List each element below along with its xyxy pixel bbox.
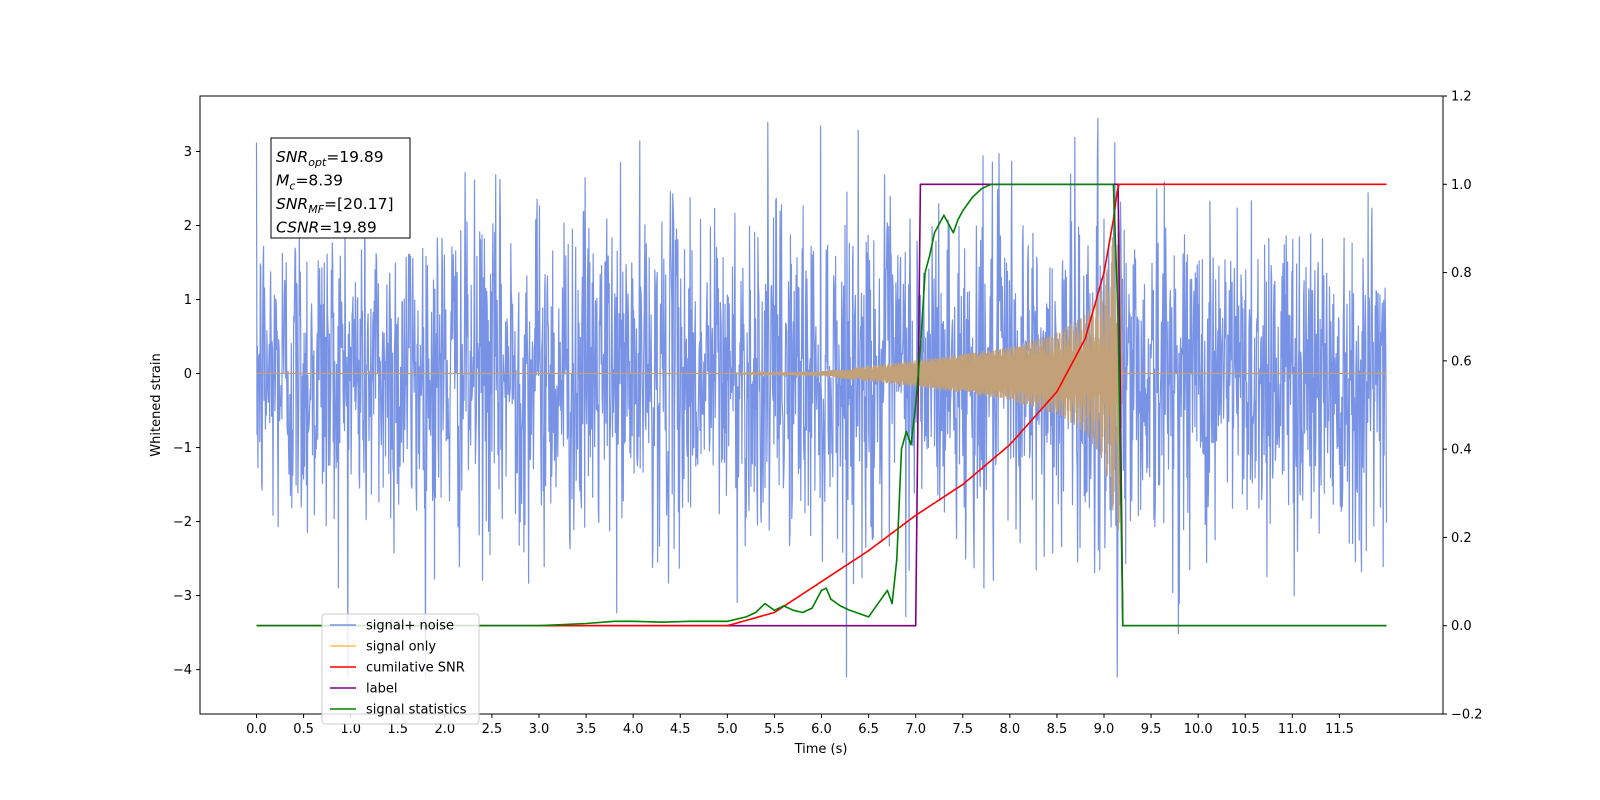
x-tick-label: 8.0 [999, 722, 1020, 737]
x-tick-label: 2.0 [434, 722, 455, 737]
x-axis-label: Time (s) [794, 742, 848, 757]
annotation-line: SNRMF=[20.17] [276, 195, 394, 216]
y-tick-label: −2 [173, 515, 192, 530]
y2-tick-label: 0.4 [1451, 443, 1472, 458]
y2-tick-label: 0.8 [1451, 266, 1472, 281]
y-axis-label: Whitened strain [149, 353, 164, 456]
x-tick-label: 4.5 [670, 722, 691, 737]
x-tick-label: 7.0 [905, 722, 926, 737]
x-tick-label: 11.5 [1325, 722, 1354, 737]
y2-tick-label: −0.2 [1451, 708, 1483, 723]
x-tick-label: 8.5 [1047, 722, 1068, 737]
x-tick-label: 7.5 [952, 722, 973, 737]
x-tick-label: 0.5 [293, 722, 314, 737]
y2-tick-label: 0.0 [1451, 619, 1472, 634]
y-tick-label: 1 [184, 293, 192, 308]
y-tick-label: −4 [173, 663, 192, 678]
legend: signal+ noise signal only cumilative SNR la… [321, 613, 480, 725]
x-tick-label: 5.0 [717, 722, 738, 737]
y-tick-label: 0 [184, 367, 192, 382]
annotation-frame [270, 137, 411, 239]
y2-tick-label: 1.0 [1451, 178, 1472, 193]
x-tick-label: 9.0 [1094, 722, 1115, 737]
x-tick-label: 1.5 [387, 722, 408, 737]
y-tick-label: 3 [184, 145, 192, 160]
y2-tick-label: 0.2 [1451, 531, 1472, 546]
x-tick-label: 10.0 [1184, 722, 1213, 737]
legend-label: label [366, 682, 397, 697]
x-tick-label: 0.0 [246, 722, 267, 737]
x-tick-label: 11.0 [1278, 722, 1307, 737]
series-signal-statistics [256, 183, 1387, 627]
x-tick-label: 9.5 [1141, 722, 1162, 737]
y-tick-label: 2 [184, 219, 192, 234]
x-tick-label: 3.5 [576, 722, 597, 737]
y-tick-label: −3 [173, 589, 192, 604]
y2-tick-label: 1.2 [1451, 90, 1472, 105]
x-tick-label: 10.5 [1231, 722, 1260, 737]
y-tick-label: −1 [173, 441, 192, 456]
x-tick-label: 1.0 [340, 722, 361, 737]
x-tick-label: 6.0 [811, 722, 832, 737]
series-signal-only [256, 217, 1387, 531]
x-tick-label: 5.5 [764, 722, 785, 737]
legend-frame [321, 613, 480, 725]
legend-label: signal statistics [366, 703, 467, 718]
x-tick-label: 2.5 [482, 722, 503, 737]
x-tick-label: 6.5 [858, 722, 879, 737]
legend-label: signal only [366, 640, 436, 655]
x-tick-label: 3.0 [529, 722, 550, 737]
legend-label: signal+ noise [366, 619, 454, 634]
y2-tick-label: 0.6 [1451, 354, 1472, 369]
legend-label: cumilative SNR [366, 661, 465, 676]
annotation-line: SNRopt=19.89 [276, 148, 384, 169]
x-axis: 0.0 0.5 1.0 1.5 2.0 2.5 3.0 3.5 4.0 4.5 5.0 5.5 6.0 6… [246, 714, 1354, 737]
annotation-line: CSNR=19.89 [276, 219, 377, 237]
y-axis-left: 3 2 1 0 −1 −2 −3 −4 [173, 145, 200, 678]
x-tick-label: 4.0 [623, 722, 644, 737]
series-signal-noise [255, 117, 1388, 678]
annotation-line: Mc=8.39 [276, 172, 343, 193]
y-axis-right: 1.2 1.0 0.8 0.6 0.4 0.2 0.0 −0.2 [1443, 90, 1483, 723]
